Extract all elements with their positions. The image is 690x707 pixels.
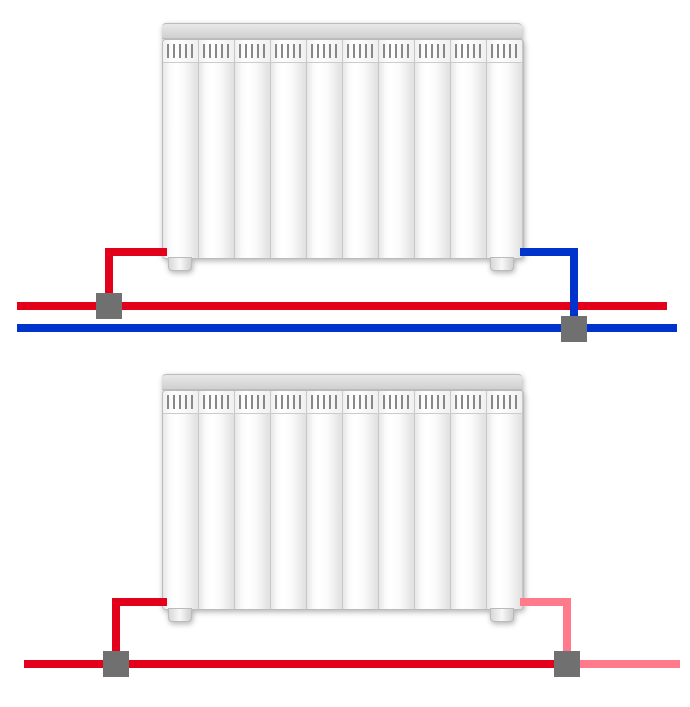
radiator-foot [490,257,514,259]
radiator-foot [168,257,192,259]
radiator-section [379,40,415,258]
radiator-section [415,391,451,609]
return-branch-pipe [520,248,578,256]
supply-tee-fitting [96,293,122,319]
radiator-grill [307,40,342,63]
radiator-section [307,40,343,258]
radiator-section [379,391,415,609]
radiator-grill [379,391,414,414]
radiator-section [487,40,523,258]
radiator-header [162,23,522,39]
radiator-grill [487,391,522,414]
radiator-header [162,374,522,390]
radiator-grill [343,40,378,63]
radiator-section [451,40,487,258]
radiator-grill [199,40,234,63]
radiator-grill [235,40,270,63]
radiator-section [163,40,199,258]
radiator-grill [415,391,450,414]
diagram-canvas [0,0,690,707]
radiator-grill [379,40,414,63]
radiator-grill [235,391,270,414]
radiator-single-pipe [162,374,524,610]
right-tee-fitting [554,651,580,677]
right-branch-pipe [520,598,571,606]
supply-branch-pipe [105,248,167,256]
radiator-section [271,40,307,258]
radiator-section [487,391,523,609]
radiator-grill [199,391,234,414]
radiator-section [199,40,235,258]
radiator-section [343,40,379,258]
radiator-two-pipe [162,23,524,259]
radiator-grill [343,391,378,414]
return-riser-pipe [570,248,578,326]
radiator-body [162,390,524,610]
radiator-section [271,391,307,609]
radiator-section [415,40,451,258]
radiator-grill [451,391,486,414]
radiator-section [163,391,199,609]
radiator-grill [163,391,198,414]
radiator-section [451,391,487,609]
radiator-grill [271,391,306,414]
bypass-main-pipe [118,660,566,668]
left-branch-pipe [112,598,167,606]
radiator-grill [451,40,486,63]
radiator-foot [168,608,192,610]
radiator-grill [307,391,342,414]
radiator-section [307,391,343,609]
radiator-grill [163,40,198,63]
radiator-section [199,391,235,609]
radiator-body [162,39,524,259]
radiator-foot [490,608,514,610]
left-tee-fitting [103,651,129,677]
radiator-section [235,391,271,609]
radiator-grill [487,40,522,63]
radiator-grill [271,40,306,63]
radiator-section [235,40,271,258]
return-tee-fitting [561,316,587,342]
radiator-section [343,391,379,609]
radiator-grill [415,40,450,63]
